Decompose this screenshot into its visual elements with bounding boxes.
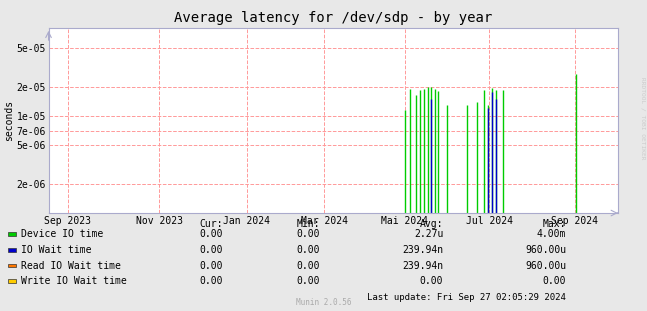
Text: Cur:: Cur: [200, 219, 223, 229]
Text: 0.00: 0.00 [200, 230, 223, 239]
Text: 0.00: 0.00 [200, 276, 223, 286]
Text: 239.94n: 239.94n [402, 261, 443, 271]
Text: Device IO time: Device IO time [21, 230, 103, 239]
Text: Max:: Max: [543, 219, 566, 229]
Title: Average latency for /dev/sdp - by year: Average latency for /dev/sdp - by year [174, 12, 492, 26]
Text: 239.94n: 239.94n [402, 245, 443, 255]
Text: 960.00u: 960.00u [525, 261, 566, 271]
Text: Munin 2.0.56: Munin 2.0.56 [296, 298, 351, 307]
Text: 0.00: 0.00 [200, 261, 223, 271]
Text: 0.00: 0.00 [543, 276, 566, 286]
Text: 960.00u: 960.00u [525, 245, 566, 255]
Text: Avg:: Avg: [420, 219, 443, 229]
Text: 0.00: 0.00 [420, 276, 443, 286]
Text: Write IO Wait time: Write IO Wait time [21, 276, 126, 286]
Text: Last update: Fri Sep 27 02:05:29 2024: Last update: Fri Sep 27 02:05:29 2024 [367, 293, 566, 302]
Text: 0.00: 0.00 [297, 230, 320, 239]
Text: 2.27u: 2.27u [414, 230, 443, 239]
Y-axis label: seconds: seconds [4, 100, 14, 141]
Text: 4.00m: 4.00m [537, 230, 566, 239]
Text: Min:: Min: [297, 219, 320, 229]
Text: 0.00: 0.00 [297, 261, 320, 271]
Text: 0.00: 0.00 [200, 245, 223, 255]
Text: RRDTOOL / TOBI OETIKER: RRDTOOL / TOBI OETIKER [641, 77, 646, 160]
Text: 0.00: 0.00 [297, 245, 320, 255]
Text: 0.00: 0.00 [297, 276, 320, 286]
Text: IO Wait time: IO Wait time [21, 245, 91, 255]
Text: Read IO Wait time: Read IO Wait time [21, 261, 120, 271]
